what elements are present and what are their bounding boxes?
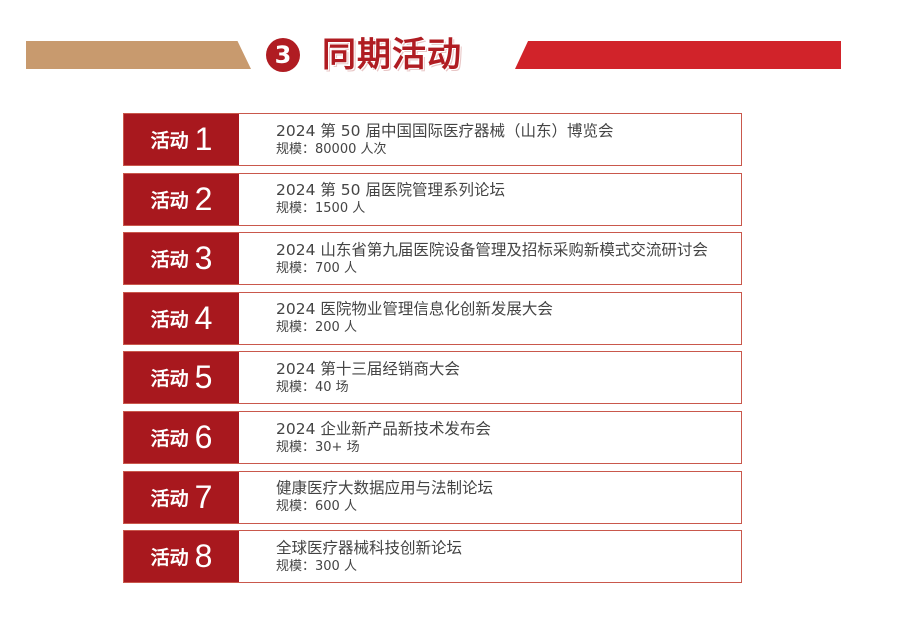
- activity-name: 2024 企业新产品新技术发布会: [276, 419, 491, 438]
- activity-row: 活动 7 健康医疗大数据应用与法制论坛 规模：600 人: [123, 470, 742, 524]
- activity-label: 活动: [150, 308, 189, 331]
- activity-tag: 活动 6: [124, 412, 239, 463]
- activity-number: 3: [194, 240, 213, 277]
- activity-label: 活动: [150, 368, 189, 391]
- activity-tag: 活动 4: [124, 292, 239, 344]
- activity-info: 2024 医院物业管理信息化创新发展大会 规模：200 人: [239, 293, 553, 344]
- activity-info: 全球医疗器械科技创新论坛 规模：300 人: [239, 531, 462, 582]
- page-title: 同期活动: [322, 35, 462, 75]
- header-bar-left: [26, 41, 251, 69]
- activity-name: 2024 医院物业管理信息化创新发展大会: [276, 300, 553, 319]
- activity-row: 活动 1 2024 第 50 届中国国际医疗器械（山东）博览会 规模：80000…: [123, 113, 742, 166]
- activity-row: 活动 5 2024 第十三届经销商大会 规模：40 场: [123, 351, 742, 405]
- activity-tag: 活动 3: [124, 233, 239, 285]
- section-number-badge: 3: [266, 38, 300, 72]
- activity-scale: 规模：200 人: [276, 320, 357, 336]
- activity-info: 2024 山东省第九届医院设备管理及招标采购新模式交流研讨会 规模：700 人: [239, 233, 708, 284]
- activity-label: 活动: [150, 130, 189, 152]
- activity-row: 活动 2 2024 第 50 届医院管理系列论坛 规模：1500 人: [123, 172, 742, 226]
- activity-row: 活动 3 2024 山东省第九届医院设备管理及招标采购新模式交流研讨会 规模：7…: [123, 232, 742, 286]
- activity-info: 2024 第 50 届医院管理系列论坛 规模：1500 人: [239, 174, 505, 225]
- activity-scale: 规模：30+ 场: [276, 439, 360, 455]
- activity-scale: 规模：80000 人次: [276, 141, 387, 157]
- activity-row: 活动 8 全球医疗器械科技创新论坛 规模：300 人: [123, 530, 742, 584]
- activity-scale: 规模：1500 人: [276, 201, 366, 217]
- activity-label: 活动: [150, 487, 189, 510]
- activity-label: 活动: [150, 249, 189, 272]
- activity-scale: 规模：300 人: [276, 558, 357, 574]
- activity-tag: 活动 8: [124, 531, 239, 583]
- activity-info: 2024 企业新产品新技术发布会 规模：30+ 场: [239, 412, 491, 463]
- activity-name: 2024 第十三届经销商大会: [276, 359, 460, 378]
- activity-name: 全球医疗器械科技创新论坛: [276, 538, 463, 557]
- activity-number: 5: [194, 359, 213, 396]
- activity-name: 2024 第 50 届医院管理系列论坛: [276, 181, 505, 200]
- activity-tag: 活动 5: [124, 352, 239, 404]
- activity-tag: 活动 1: [124, 114, 239, 165]
- activity-row: 活动 4 2024 医院物业管理信息化创新发展大会 规模：200 人: [123, 291, 742, 345]
- activity-info: 2024 第十三届经销商大会 规模：40 场: [239, 352, 460, 403]
- activity-tag: 活动 7: [124, 471, 239, 523]
- activity-scale: 规模：40 场: [276, 379, 349, 395]
- activity-label: 活动: [150, 547, 189, 570]
- activity-name: 2024 山东省第九届医院设备管理及招标采购新模式交流研讨会: [276, 240, 708, 259]
- activity-name: 健康医疗大数据应用与法制论坛: [276, 479, 494, 498]
- activity-label: 活动: [150, 428, 189, 450]
- activity-number: 8: [194, 538, 213, 575]
- activity-tag: 活动 2: [124, 173, 239, 225]
- activity-info: 健康医疗大数据应用与法制论坛 规模：600 人: [239, 472, 493, 523]
- activity-number: 4: [194, 299, 213, 336]
- activity-number: 7: [194, 478, 213, 515]
- activity-number: 1: [194, 121, 213, 157]
- activity-row: 活动 6 2024 企业新产品新技术发布会 规模：30+ 场: [123, 411, 742, 464]
- activity-number: 6: [194, 419, 213, 455]
- activity-label: 活动: [150, 189, 189, 212]
- activity-scale: 规模：600 人: [276, 499, 357, 515]
- activity-name: 2024 第 50 届中国国际医疗器械（山东）博览会: [276, 121, 614, 140]
- activity-scale: 规模：700 人: [276, 260, 357, 276]
- activity-number: 2: [194, 180, 213, 217]
- header-bar-right: [515, 41, 841, 69]
- activity-info: 2024 第 50 届中国国际医疗器械（山东）博览会 规模：80000 人次: [239, 114, 613, 165]
